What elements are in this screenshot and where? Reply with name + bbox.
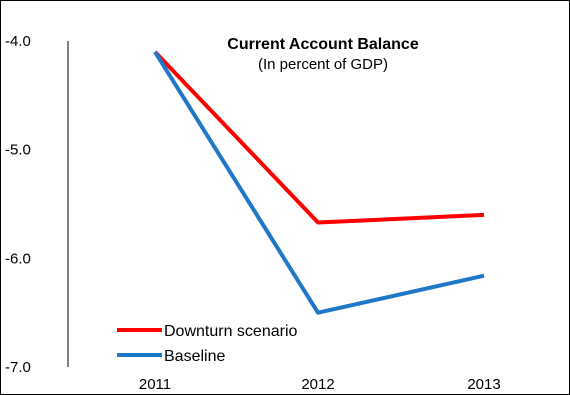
series-lines xyxy=(153,50,485,315)
y-tick-label: -4.0 xyxy=(5,33,31,50)
legend-label-downturn: Downturn scenario xyxy=(164,323,298,340)
y-tick-label: -6.0 xyxy=(5,250,31,267)
chart-subtitle: (In percent of GDP) xyxy=(258,56,388,73)
y-tick-label: -5.0 xyxy=(5,142,31,159)
series-line-downturn xyxy=(153,50,485,225)
x-tick-label: 2012 xyxy=(301,376,334,393)
y-tick-labels: -4.0 -5.0 -6.0 -7.0 xyxy=(5,33,31,376)
x-tick-labels: 2011 2012 2013 xyxy=(139,376,501,393)
series-line-baseline xyxy=(153,50,485,315)
chart-title: Current Account Balance xyxy=(227,36,419,53)
y-tick-label: -7.0 xyxy=(5,359,31,376)
x-tick-label: 2011 xyxy=(139,376,171,393)
legend-label-baseline: Baseline xyxy=(164,348,225,365)
x-tick-label: 2013 xyxy=(467,376,500,393)
legend: Downturn scenario Baseline xyxy=(117,323,298,365)
